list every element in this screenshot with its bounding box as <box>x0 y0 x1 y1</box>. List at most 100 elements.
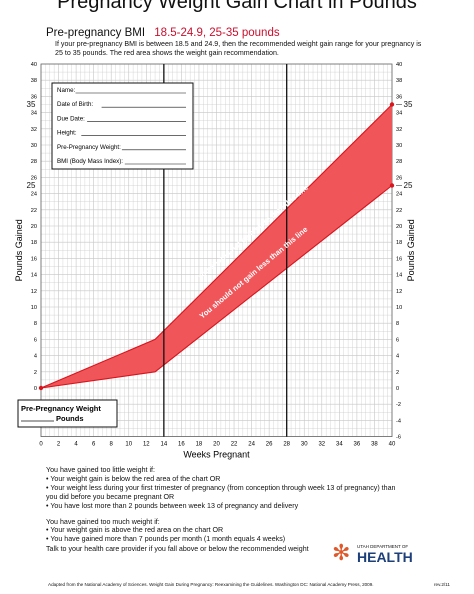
y-tick-label-left: 12 <box>31 289 37 295</box>
y-tick-label-left: 14 <box>31 273 37 279</box>
y-tick-label-right: 4 <box>396 354 399 360</box>
y-tick-label-left: 4 <box>34 354 37 360</box>
y-tick-label-right: -6 <box>396 435 401 441</box>
too-little-item: • You have lost more than 2 pounds betwe… <box>46 501 299 510</box>
y-tick-label-left: 24 <box>31 192 37 198</box>
too-little-item: • Your weight less during your first tri… <box>46 483 396 501</box>
x-tick-label: 2 <box>57 442 61 448</box>
y-tick-label-right: 40 <box>396 62 402 68</box>
x-tick-label: 28 <box>283 442 290 448</box>
page-title: Pregnancy Weight Gain Chart in Pounds <box>57 0 417 13</box>
flower-icon: ✻ <box>332 540 351 565</box>
y-tick-label-right: 16 <box>396 256 402 262</box>
y-axis-title-right: Pounds Gained <box>406 219 416 281</box>
too-little-item: • Your weight gain is below the red area… <box>46 474 221 483</box>
x-tick-label: 4 <box>74 442 78 448</box>
bmi-subtitle: Pre-pregnancy BMI 18.5-24.9, 25-35 pound… <box>46 27 280 39</box>
form-field-label: Name: <box>57 87 76 94</box>
y-tick-label-right: -4 <box>396 418 401 424</box>
series-line-lower <box>40 185 393 389</box>
y-tick-label-right: 0 <box>396 386 399 392</box>
y-tick-label-right: 12 <box>396 289 402 295</box>
revision: rev.2/11 <box>434 582 450 587</box>
y-tick-label-left: 16 <box>31 256 37 262</box>
info-form: Name: Date of Birth: Due Date: Height: Pre-P… <box>17 82 194 428</box>
y-tick-label-right: 20 <box>396 224 402 230</box>
y-tick-label-right: 6 <box>396 337 399 343</box>
y-tick-label-right: 24 <box>396 192 402 198</box>
too-much-title: You have gained too much weight if: <box>46 517 160 526</box>
y-tick-label-left: 2 <box>34 370 37 376</box>
y-tick-label-left: 32 <box>31 127 37 133</box>
x-tick-label: 34 <box>336 442 343 448</box>
too-much-item: • Your weight gain is above the red area… <box>46 526 224 535</box>
x-tick-label: 32 <box>318 442 325 448</box>
too-little-title: You have gained too little weight if: <box>46 466 155 474</box>
range-label-left: 35 <box>27 100 36 109</box>
range-label-left: 25 <box>27 181 36 190</box>
y-tick-label-left: 6 <box>34 337 37 343</box>
y-tick-label-left: 36 <box>31 94 37 100</box>
series-point <box>389 102 395 107</box>
range-label-right: 25 <box>404 181 413 190</box>
weight-gain-chart: You should not gain more than this lineY… <box>14 62 416 460</box>
y-tick-label-right: 8 <box>396 321 399 327</box>
form-field-label: BMI (Body Mass Index): <box>57 158 123 165</box>
citation: Adapted from the National Academy of Sci… <box>48 582 374 587</box>
x-tick-label: 22 <box>231 442 238 448</box>
range-label-right: 35 <box>404 100 413 109</box>
y-tick-label-left: 22 <box>31 208 37 214</box>
y-axis-title-left: Pounds Gained <box>14 219 24 281</box>
y-tick-label-right: 22 <box>396 208 402 214</box>
x-tick-label: 38 <box>371 442 378 448</box>
y-tick-label-right: 32 <box>396 127 402 133</box>
advice-text: Talk to your health care provider if you… <box>46 545 309 554</box>
y-tick-label-left: 8 <box>34 321 37 327</box>
x-tick-label: 10 <box>125 442 132 448</box>
y-tick-label-right: 10 <box>396 305 402 311</box>
x-tick-label: 18 <box>196 442 203 448</box>
x-tick-label: 20 <box>213 442 220 448</box>
x-tick-label: 24 <box>248 442 255 448</box>
y-tick-label-left: 40 <box>31 62 37 68</box>
y-tick-label-right: -2 <box>396 402 401 408</box>
series-point <box>389 183 395 188</box>
y-tick-label-right: 34 <box>396 111 402 117</box>
bmi-label: Pre-pregnancy BMI <box>46 27 146 39</box>
y-tick-label-left: 26 <box>31 175 37 181</box>
too-much-item: • You have gained more than 7 pounds per… <box>46 535 286 544</box>
y-tick-label-right: 38 <box>396 78 402 84</box>
form-box <box>51 82 194 170</box>
y-tick-label-right: 2 <box>396 370 399 376</box>
x-tick-label: 14 <box>161 442 168 448</box>
y-tick-label-right: 36 <box>396 94 402 100</box>
x-tick-label: 16 <box>178 442 185 448</box>
y-tick-label-left: 20 <box>31 224 37 230</box>
pre-weight-box <box>17 399 118 428</box>
pre-weight-label: Pre-Pregnancy Weight <box>21 404 101 413</box>
bmi-range: 18.5-24.9, 25-35 pounds <box>154 27 280 39</box>
chart-frame <box>40 63 393 438</box>
series-line-upper <box>40 104 393 389</box>
series-point <box>38 385 44 391</box>
y-tick-label-left: 28 <box>31 159 37 165</box>
x-tick-label: 36 <box>354 442 361 448</box>
health-logo: ✻ UTAH DEPARTMENT OF HEALTH <box>332 542 452 568</box>
x-tick-label: 26 <box>266 442 273 448</box>
form-field-label: Due Date: <box>57 115 85 122</box>
annotation-lower: You should not gain less than this line <box>198 225 310 321</box>
form-field-label: Pre-Pregnancy Weight: <box>57 144 121 151</box>
intro-text: If your pre-pregnancy BMI is between 18.… <box>55 40 422 58</box>
y-tick-label-right: 26 <box>396 175 402 181</box>
y-tick-label-left: 30 <box>31 143 37 149</box>
logo-dept: UTAH DEPARTMENT OF <box>357 544 409 549</box>
form-field-label: Height: <box>57 130 77 137</box>
pounds-label: Pounds <box>56 414 84 423</box>
x-tick-label: 40 <box>389 442 396 448</box>
x-axis-title: Weeks Pregnant <box>183 450 250 460</box>
y-tick-label-left: 38 <box>31 78 37 84</box>
x-tick-label: 12 <box>143 442 150 448</box>
x-tick-label: 6 <box>92 442 96 448</box>
chart-ticks: 0 2 4 6 8 10 12 14 16 18 20 22 24 26 28 30 32 34 36 38 40024… <box>14 62 416 460</box>
y-tick-label-left: 10 <box>31 305 37 311</box>
